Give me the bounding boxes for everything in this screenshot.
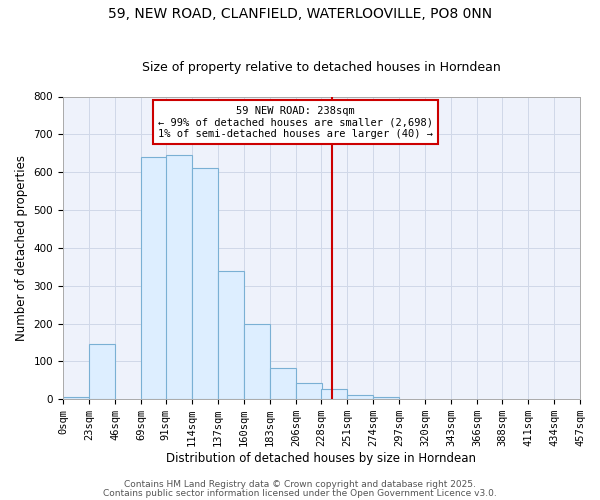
Text: 59, NEW ROAD, CLANFIELD, WATERLOOVILLE, PO8 0NN: 59, NEW ROAD, CLANFIELD, WATERLOOVILLE, …: [108, 8, 492, 22]
Bar: [244, 324, 270, 399]
Bar: [141, 157, 167, 399]
Text: Contains HM Land Registry data © Crown copyright and database right 2025.: Contains HM Land Registry data © Crown c…: [124, 480, 476, 489]
Text: Contains public sector information licensed under the Open Government Licence v3: Contains public sector information licen…: [103, 490, 497, 498]
Bar: [347, 396, 373, 399]
Bar: [192, 168, 218, 399]
Bar: [63, 398, 89, 399]
Bar: [296, 383, 322, 399]
Text: 59 NEW ROAD: 238sqm
← 99% of detached houses are smaller (2,698)
1% of semi-deta: 59 NEW ROAD: 238sqm ← 99% of detached ho…: [158, 106, 433, 139]
Bar: [89, 344, 115, 399]
X-axis label: Distribution of detached houses by size in Horndean: Distribution of detached houses by size …: [166, 452, 476, 465]
Y-axis label: Number of detached properties: Number of detached properties: [15, 155, 28, 341]
Bar: [373, 396, 399, 399]
Bar: [218, 272, 244, 399]
Bar: [270, 368, 296, 399]
Bar: [166, 155, 192, 399]
Title: Size of property relative to detached houses in Horndean: Size of property relative to detached ho…: [142, 62, 501, 74]
Bar: [321, 389, 347, 399]
